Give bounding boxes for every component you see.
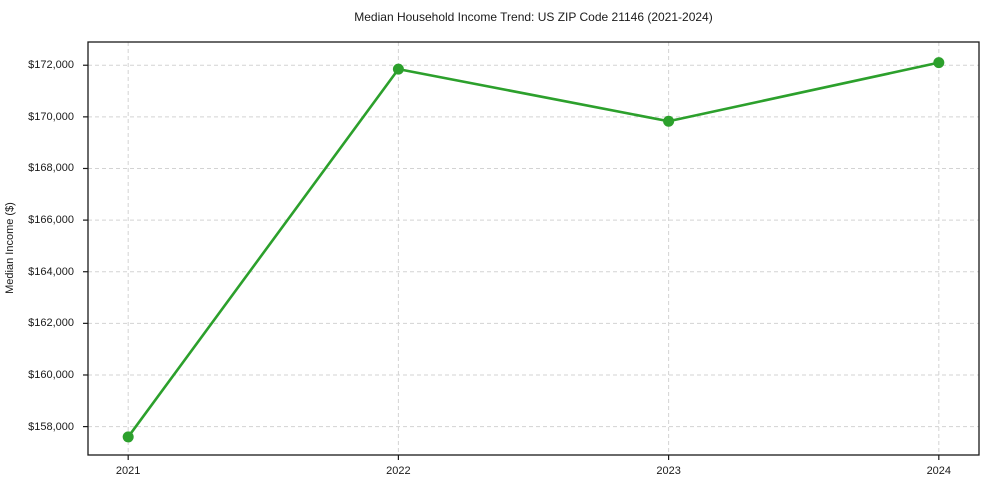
- y-tick-label: $164,000: [28, 265, 74, 278]
- x-tick-label: 2024: [926, 465, 952, 477]
- data-point-2023: [663, 115, 675, 127]
- y-tick-label: $158,000: [28, 420, 74, 433]
- y-tick-label: $160,000: [28, 368, 74, 381]
- y-tick-label: $166,000: [28, 214, 74, 227]
- y-tick-label: $172,000: [28, 59, 74, 72]
- y-tick-label: $168,000: [28, 162, 74, 175]
- x-tick-label: 2022: [386, 465, 411, 477]
- trend-line: [126, 61, 941, 439]
- y-tick-label: $162,000: [28, 317, 74, 330]
- y-tick-label: $170,000: [28, 110, 74, 123]
- data-point-2024: [933, 57, 945, 69]
- chart-title: Median Household Income Trend: US ZIP Co…: [354, 10, 713, 24]
- plot-border: [87, 41, 980, 456]
- data-point-2021: [122, 431, 134, 443]
- x-tick-label: 2021: [115, 465, 141, 477]
- x-tick-label: 2023: [656, 465, 681, 477]
- data-point-2022: [392, 63, 404, 75]
